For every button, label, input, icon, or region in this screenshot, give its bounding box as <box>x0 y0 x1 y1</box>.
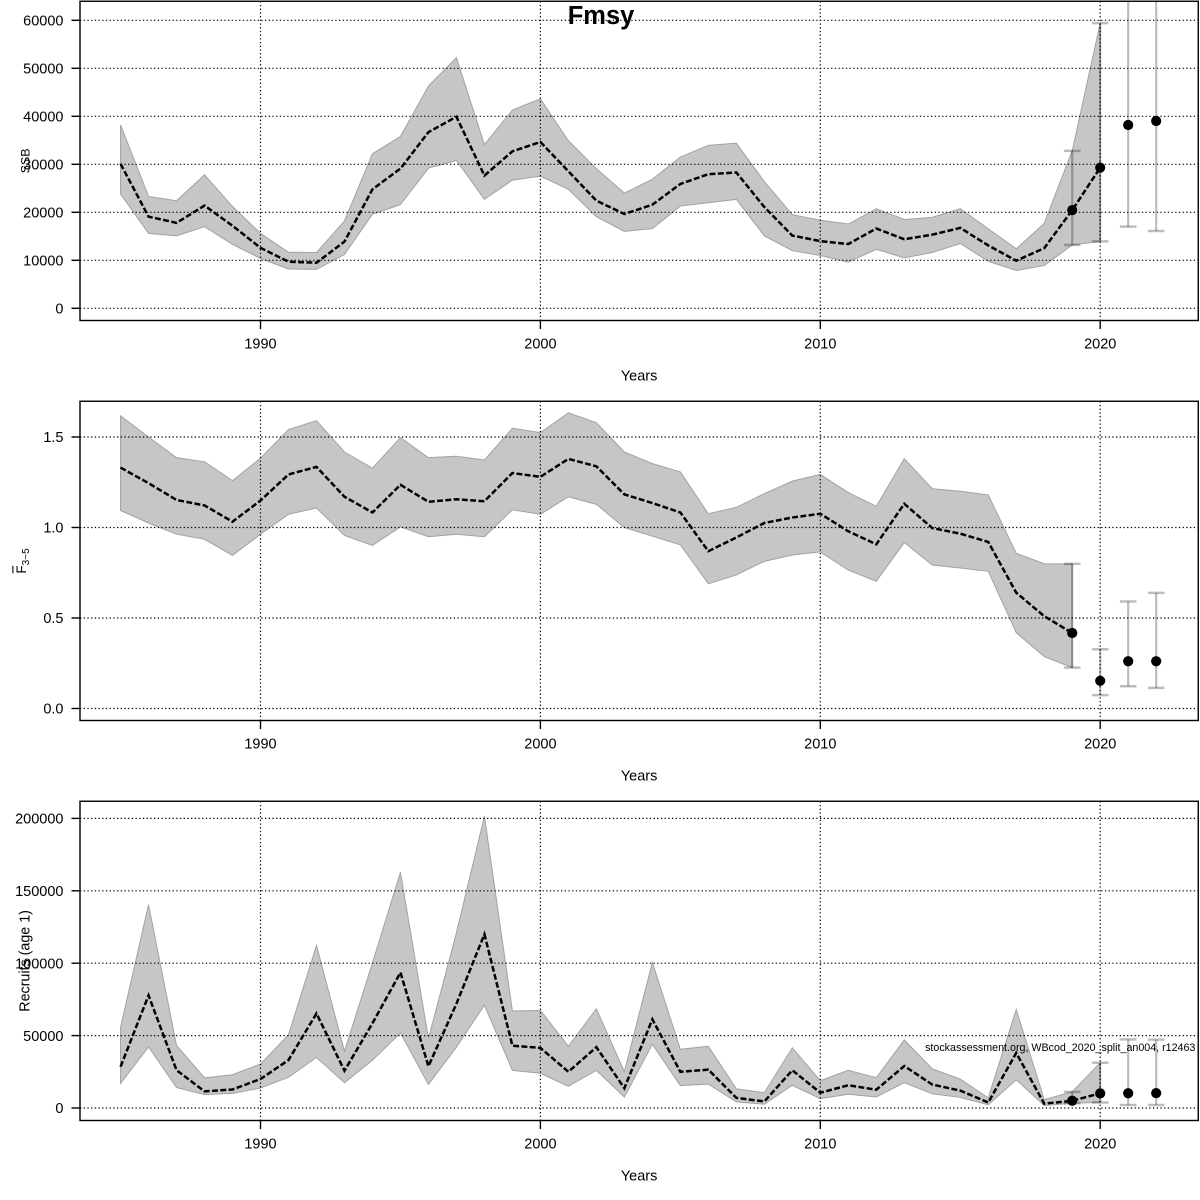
svg-text:100000: 100000 <box>15 956 63 972</box>
svg-text:30000: 30000 <box>23 158 63 174</box>
svg-text:0: 0 <box>55 1101 63 1117</box>
svg-text:0: 0 <box>55 302 63 318</box>
svg-text:Recruits (age 1): Recruits (age 1) <box>17 910 33 1012</box>
svg-text:150000: 150000 <box>15 884 63 900</box>
svg-text:2000: 2000 <box>524 737 556 753</box>
svg-text:2010: 2010 <box>804 337 836 353</box>
svg-text:50000: 50000 <box>23 62 63 78</box>
svg-text:F: F <box>14 565 29 573</box>
svg-text:Years: Years <box>621 1169 658 1185</box>
svg-text:Fmsy: Fmsy <box>568 2 635 30</box>
svg-text:stockassessment.org, WBcod_202: stockassessment.org, WBcod_2020_split_an… <box>925 1042 1195 1054</box>
svg-text:0.0: 0.0 <box>43 702 63 718</box>
svg-text:Years: Years <box>621 769 658 785</box>
svg-text:2010: 2010 <box>804 737 836 753</box>
svg-text:60000: 60000 <box>23 14 63 30</box>
svg-text:40000: 40000 <box>23 110 63 126</box>
svg-text:1990: 1990 <box>244 1137 276 1153</box>
svg-text:1.5: 1.5 <box>43 430 63 446</box>
svg-text:3−5: 3−5 <box>21 548 32 565</box>
svg-text:20000: 20000 <box>23 206 63 222</box>
svg-text:Years: Years <box>621 369 658 385</box>
svg-text:2020: 2020 <box>1084 337 1116 353</box>
svg-text:2000: 2000 <box>524 337 556 353</box>
svg-text:2000: 2000 <box>524 1137 556 1153</box>
svg-text:2010: 2010 <box>804 1137 836 1153</box>
svg-text:0.5: 0.5 <box>43 611 63 627</box>
svg-text:SSB: SSB <box>18 149 32 174</box>
svg-text:50000: 50000 <box>23 1029 63 1045</box>
svg-text:1990: 1990 <box>244 337 276 353</box>
svg-text:2020: 2020 <box>1084 737 1116 753</box>
svg-text:1990: 1990 <box>244 737 276 753</box>
svg-text:1.0: 1.0 <box>43 521 63 537</box>
svg-text:2020: 2020 <box>1084 1137 1116 1153</box>
svg-text:10000: 10000 <box>23 254 63 270</box>
svg-text:200000: 200000 <box>15 812 63 828</box>
